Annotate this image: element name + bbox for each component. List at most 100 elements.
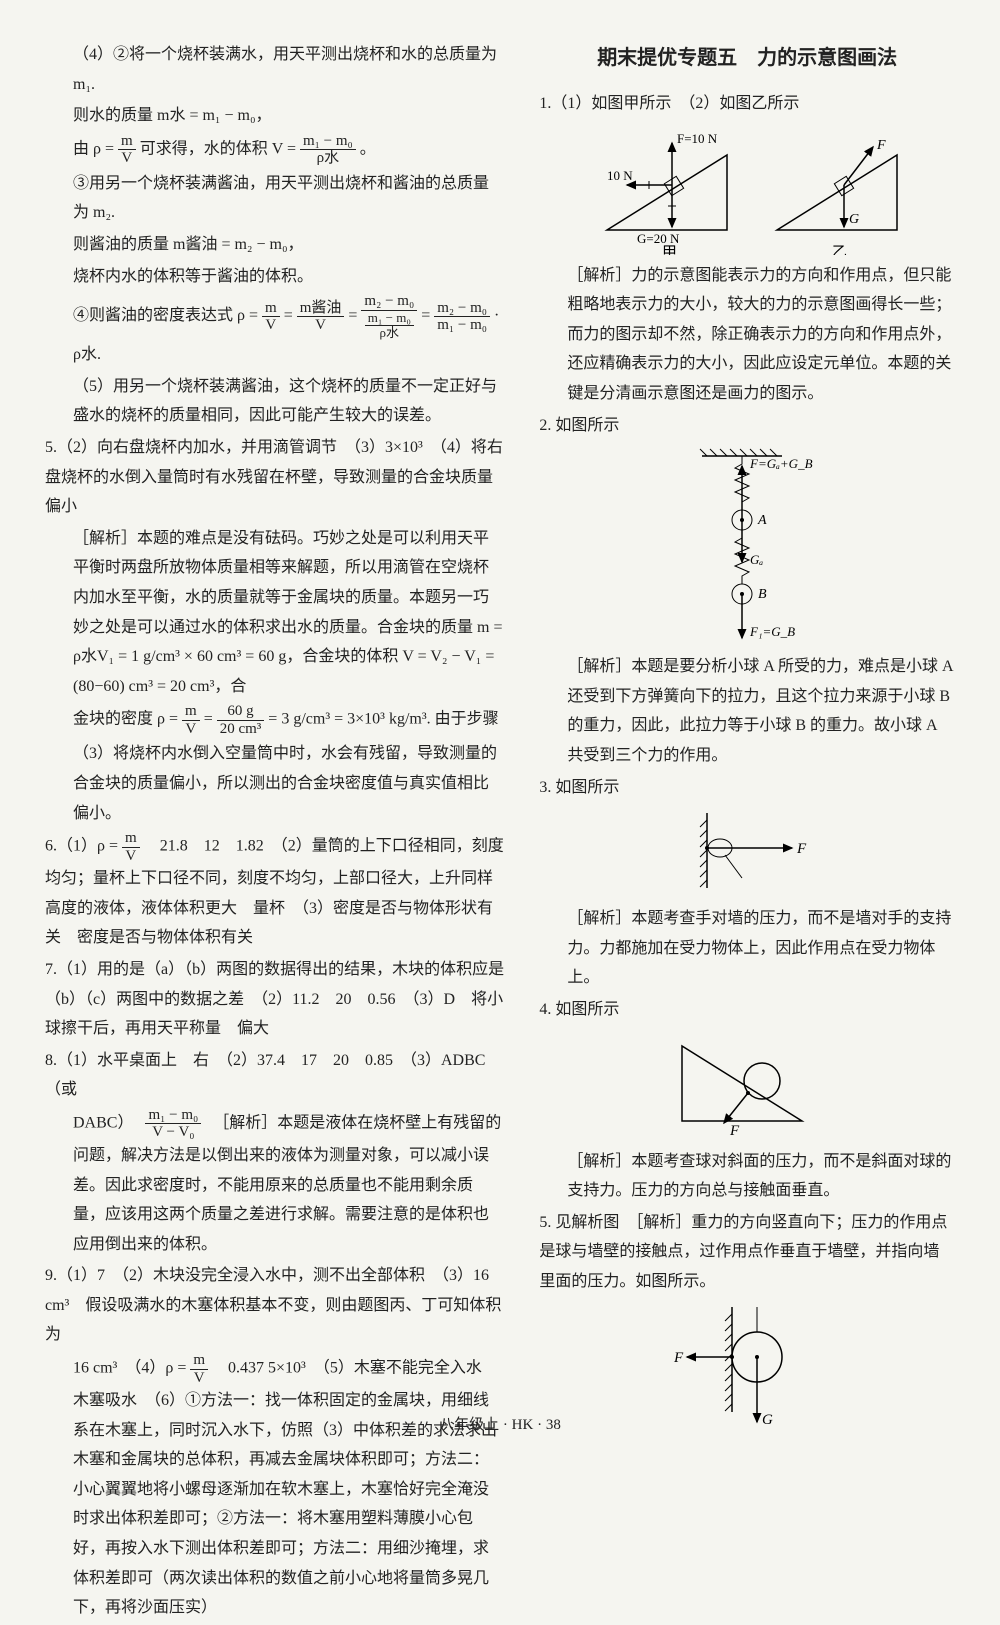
F: F [796,841,807,857]
d: V [190,1370,208,1387]
d: V [297,317,345,334]
q3-head: 3. 如图所示 [539,773,955,803]
left-column: （4）②将一个烧杯装满水，用天平测出烧杯和水的总质量为 m₁. 则水的质量 m水… [45,40,504,1625]
q3-ana: ［解析］本题考查手对墙的压力，而不是墙对手的支持力。力都施加在受力物体上，因此作… [539,904,955,993]
G: G=20 N [637,231,680,246]
q7: 7.（1）用的是（a）（b）两图的数据得出的结果，木块的体积应是（b）（c）两图… [45,955,504,1044]
p4-2-c: 由 ρ = mV 可求得，水的体积 V = m₁ − m₀ρ水 。 [45,133,504,167]
G2: G [849,212,859,227]
q5-c: 金块的密度 ρ = mV = 60 g20 cm³ = 3 g/cm³ = 3×… [45,703,504,737]
n: m₂ − m₀ [361,293,417,311]
f1: mV [262,300,280,334]
f4: m₂ − m₀m₁ − m₀ [434,300,490,334]
p4-3-c: 烧杯内水的体积等于酱油的体积。 [45,262,504,292]
fig4-svg: F [662,1031,832,1141]
fig2-svg: A B F=Gₐ+G_B Gₐ F₁=G_B [672,446,822,646]
q9-a: 9.（1）7 （2）木块没完全浸入水中，测不出全部体积 （3）16 cm³ 假设… [45,1261,504,1350]
t: DABC） [73,1115,141,1132]
F2: F [876,138,886,153]
f3: m₂ − m₀m₁ − m₀ρ水 [361,293,417,340]
q9-b: 16 cm³ （4）ρ = mV 0.437 5×10³ （5）木塞不能完全入水… [45,1352,504,1623]
right-column: 期末提优专题五 力的示意图画法 1.（1）如图甲所示 （2）如图乙所示 F=10… [539,40,955,1625]
Fl: F=Gₐ+G_B [749,456,813,471]
F: F [729,1123,740,1139]
fig3-svg: F [662,808,832,898]
d: V − V₀ [145,1124,201,1141]
f: mV [190,1352,208,1386]
n: m酱油 [297,300,345,318]
figure-4: F [539,1031,955,1141]
figure-1: F=10 N 10 N G=20 N 甲 F G 乙 [539,125,955,255]
q5r-head: 5. 见解析图 ［解析］重力的方向竖直向下；压力的作用点是球与墙壁的接触点，过作… [539,1208,955,1297]
cap: 乙 [832,245,847,255]
section-title: 期末提优专题五 力的示意图画法 [539,40,955,77]
p4-2-b: 则水的质量 m水 = m₁ − m₀， [45,101,504,131]
n: m [190,1352,208,1370]
frac-mV: mV [118,133,136,167]
f2: m酱油V [297,300,345,334]
p4-5: （5）用另一个烧杯装满酱油，这个烧杯的质量不一定正好与盛水的烧杯的质量相同，因此… [45,372,504,431]
d: V [118,150,136,167]
t: 。 [360,140,376,157]
t: = 3 g/cm³ = 3×10³ kg/m³. 由于步骤 [268,711,498,728]
q6: 6.（1）ρ = mV 21.8 12 1.82 （2）量筒的上下口径相同，刻度… [45,830,504,953]
n: m [122,830,140,848]
t: 由 ρ = [73,140,118,157]
p4-3-a: ③用另一个烧杯装满酱油，用天平测出烧杯和酱油的总质量为 m₂. [45,169,504,228]
f: mV [122,830,140,864]
q5-b: ［解析］本题的难点是没有砝码。巧妙之处是可以利用天平平衡时两盘所放物体质量相等来… [45,524,504,702]
q8-b: DABC） m₁ − m₀V − V₀ ［解析］本题是液体在烧杯壁上有残留的问题… [45,1107,504,1259]
B: B [758,587,767,602]
p4-3-b: 则酱油的质量 m酱油 = m₂ − m₀， [45,230,504,260]
t: ［解析］本题是液体在烧杯壁上有残留的问题，解决方法是以倒出来的液体为测量对象，可… [73,1115,501,1253]
figure-3: F [539,808,955,898]
q8-a: 8.（1）水平桌面上 右 （2）37.4 17 20 0.85 （3）ADBC（… [45,1046,504,1105]
n: 60 g [217,703,265,721]
t: 可求得，水的体积 V = [140,140,300,157]
n: m [262,300,280,318]
n: m [118,133,136,151]
p4-4: ④则酱油的密度表达式 ρ = mV = m酱油V = m₂ − m₀m₁ − m… [45,293,504,370]
d: V [182,721,200,738]
d: ρ水 [300,150,356,167]
page-footer: 八年级上 · HK · 38 [0,1412,1000,1440]
q1-head: 1.（1）如图甲所示 （2）如图乙所示 [539,89,955,119]
fig1-svg: F=10 N 10 N G=20 N 甲 F G 乙 [587,125,907,255]
d2: ρ水 [365,326,414,340]
A: A [757,513,767,528]
n: m₁ − m₀ [300,133,356,151]
f1: mV [182,703,200,737]
F1: F₁=G_B [749,624,795,639]
F: F [673,1350,684,1366]
f: m₁ − m₀V − V₀ [145,1107,201,1141]
d: 20 cm³ [217,721,265,738]
d: m₁ − m₀ρ水 [361,311,417,341]
t: 6.（1）ρ = [45,838,122,855]
page-columns: （4）②将一个烧杯装满水，用天平测出烧杯和水的总质量为 m₁. 则水的质量 m水… [45,40,955,1625]
frac-wvol: m₁ − m₀ρ水 [300,133,356,167]
q4-head: 4. 如图所示 [539,995,955,1025]
q5-a: 5.（2）向右盘烧杯内加水，并用滴管调节 （3）3×10³ （4）将右盘烧杯的水… [45,433,504,522]
d: V [262,317,280,334]
t: 16 cm³ （4）ρ = [73,1360,190,1377]
d: V [122,848,140,865]
n2: m₁ − m₀ [365,311,414,326]
t: 金块的密度 ρ = [73,711,182,728]
n: m₂ − m₀ [434,300,490,318]
n: m [182,703,200,721]
q2-head: 2. 如图所示 [539,411,955,441]
cap: 甲 [662,245,677,255]
q5-d: （3）将烧杯内水倒入空量筒中时，水会有残留，导致测量的合金块的质量偏小，所以测出… [45,739,504,828]
Ga: Gₐ [750,552,763,567]
d: m₁ − m₀ [434,317,490,334]
f2: 60 g20 cm³ [217,703,265,737]
q2-ana: ［解析］本题是要分析小球 A 所受的力，难点是小球 A 还受到下方弹簧向下的拉力… [539,652,955,770]
F: F=10 N [677,131,718,146]
t: ④则酱油的密度表达式 ρ = [73,307,262,324]
figure-2: A B F=Gₐ+G_B Gₐ F₁=G_B [539,446,955,646]
n: m₁ − m₀ [145,1107,201,1125]
q4-ana: ［解析］本题考查球对斜面的压力，而不是斜面对球的支持力。压力的方向总与接触面垂直… [539,1147,955,1206]
t: 0.437 5×10³ （5）木塞不能完全入水 木塞吸水 （6）①方法一：找一体… [73,1360,498,1616]
q1-ana: ［解析］力的示意图能表示力的方向和作用点，但只能粗略地表示力的大小，较大的力的示… [539,261,955,409]
N: 10 N [607,168,633,183]
